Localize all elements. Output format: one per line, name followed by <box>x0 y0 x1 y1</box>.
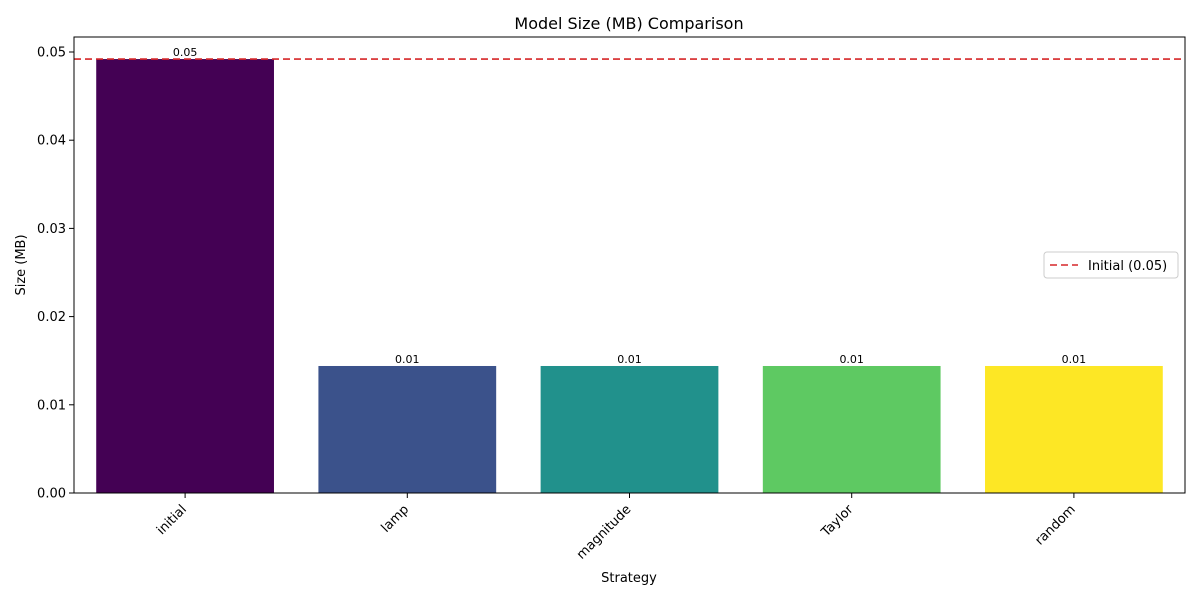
y-tick-label: 0.05 <box>37 45 66 60</box>
y-axis-label: Size (MB) <box>14 234 29 295</box>
x-tick-label: random <box>1032 502 1078 548</box>
x-tick-label: initial <box>154 502 190 538</box>
x-tick-label: Taylor <box>818 502 857 541</box>
plot-frame <box>73 36 1186 494</box>
y-tick-label: 0.02 <box>37 310 66 325</box>
y-tick-label: 0.03 <box>37 222 66 237</box>
legend-box <box>1043 251 1179 279</box>
bar-data-labels: 0.05 0.01 0.01 0.01 0.01 <box>173 46 1086 366</box>
bar-value-label: 0.01 <box>617 353 642 366</box>
chart-title: Model Size (MB) Comparison <box>514 14 743 33</box>
x-tick-label: lamp <box>379 502 413 536</box>
bars <box>96 59 1163 493</box>
legend-label: Initial (0.05) <box>1088 259 1167 274</box>
bar-value-label: 0.05 <box>173 46 198 59</box>
x-axis: initial lamp magnitude Taylor random <box>154 493 1079 563</box>
bar-value-label: 0.01 <box>395 353 420 366</box>
bar-lamp <box>318 365 497 493</box>
y-tick-label: 0.04 <box>37 134 66 149</box>
bar-taylor <box>762 365 941 493</box>
bar-value-label: 0.01 <box>839 353 864 366</box>
bar-magnitude <box>540 365 719 493</box>
bar-random <box>985 365 1163 493</box>
x-tick-label: magnitude <box>574 502 634 562</box>
y-axis: 0.00 0.01 0.02 0.03 0.04 0.05 <box>37 45 74 502</box>
x-axis-label: Strategy <box>601 571 657 586</box>
bar-initial <box>96 59 274 493</box>
y-tick-label: 0.00 <box>37 487 66 502</box>
y-tick-label: 0.01 <box>37 398 66 413</box>
legend: Initial (0.05) <box>1043 251 1179 279</box>
bar-value-label: 0.01 <box>1062 353 1087 366</box>
